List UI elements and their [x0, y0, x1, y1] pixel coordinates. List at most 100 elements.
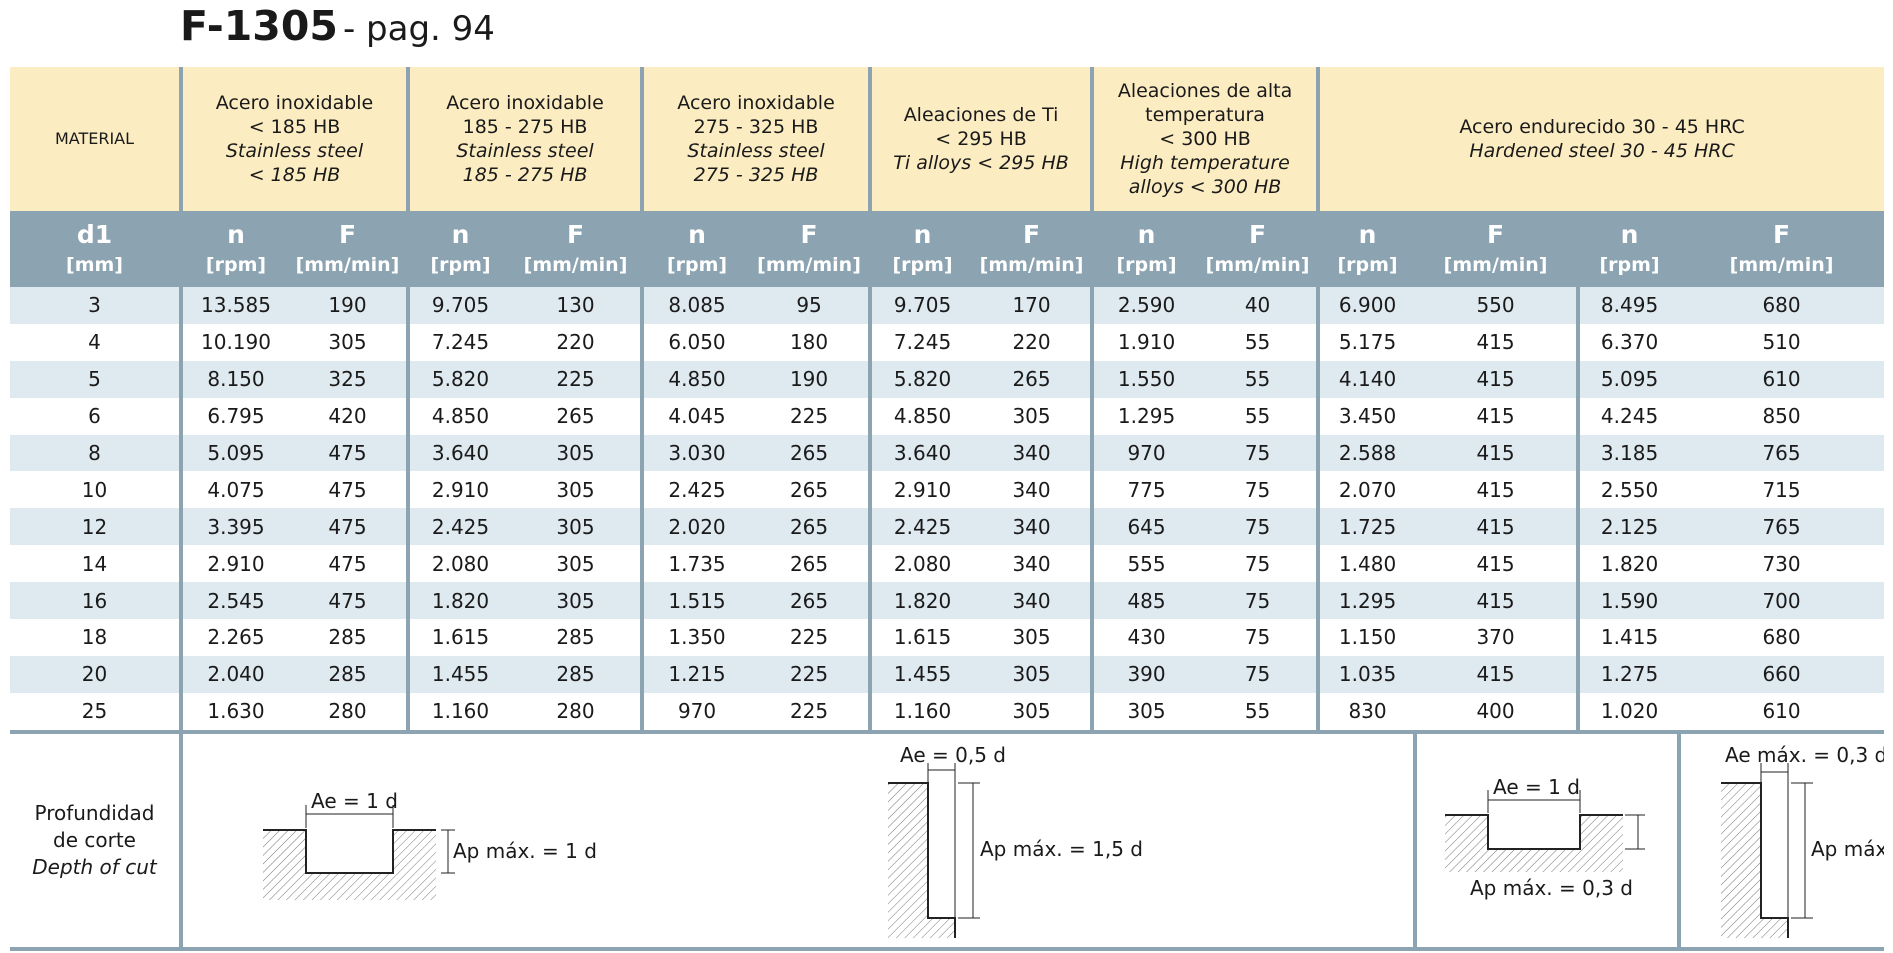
- feed-cell: 765: [1679, 434, 1885, 472]
- depth-of-cut-row: Profundidad de corte Depth of cut: [10, 729, 1885, 951]
- rpm-cell: 6.050: [640, 323, 751, 361]
- feed-cell: 715: [1762, 477, 1801, 502]
- depth-diagram-shoulder-narrow: Ae máx. = 0,3 d Ap máx. = 1 d: [1677, 729, 1885, 951]
- feed-cell: 305: [511, 434, 643, 472]
- feed-cell: 265: [973, 360, 1093, 398]
- rpm-cell: 1.295: [1316, 582, 1416, 620]
- feed-cell: 55: [1199, 360, 1319, 398]
- feed-cell: 180: [789, 330, 829, 355]
- rpm-cell: 3.640: [406, 434, 512, 472]
- material-group-2: Acero inoxidable 185 - 275 HB Stainless s…: [406, 67, 643, 211]
- rpm-cell: 8.085: [640, 287, 751, 324]
- rpm-cell: 4.075: [179, 471, 289, 509]
- feed-cell: 340: [973, 434, 1093, 472]
- n-header: n [rpm]: [1576, 211, 1680, 287]
- rpm-cell: 2.910: [179, 545, 289, 583]
- feed-cell: 415: [1476, 330, 1515, 355]
- rpm-cell: 1.295: [1090, 397, 1200, 435]
- feed-cell: 305: [1012, 699, 1051, 724]
- feed-cell: 75: [1199, 434, 1319, 472]
- feed-cell: 225: [789, 404, 829, 429]
- feed-cell: 75: [1244, 477, 1271, 502]
- feed-cell: 265: [750, 508, 871, 546]
- table-row: 6 6.795 420 4.850 265 4.045 225 4.850 305 1.295 55…: [10, 397, 1884, 435]
- feed-cell: 415: [1415, 508, 1579, 546]
- product-code: F-1305: [180, 2, 338, 50]
- rpm-cell: 1.820: [868, 582, 974, 620]
- feed-cell: 680: [1679, 287, 1885, 324]
- rpm-cell: 645: [1090, 508, 1200, 546]
- feed-cell: 55: [1244, 404, 1271, 429]
- feed-cell: 475: [328, 551, 367, 576]
- rpm-cell: 2.550: [1576, 471, 1680, 509]
- feed-cell: 220: [1012, 330, 1051, 355]
- feed-cell: 765: [1679, 508, 1885, 546]
- n-header: n [rpm]: [640, 211, 751, 287]
- rpm-cell: 2.425: [868, 508, 974, 546]
- rpm-cell: 3.185: [1576, 434, 1680, 472]
- table-row: 20 2.040 285 1.455 285 1.215 225 1.455 305 390 75 1…: [10, 655, 1885, 693]
- cutting-data-table: MATERIAL Acero inoxidable < 185 HB Stainl…: [10, 67, 1885, 951]
- feed-cell: 95: [750, 287, 871, 324]
- rpm-cell: 970: [640, 692, 751, 732]
- rpm-cell: 1.820: [1576, 545, 1680, 583]
- feed-cell: 305: [328, 330, 367, 355]
- feed-cell: 55: [1244, 330, 1271, 355]
- rpm-cell: 1.020: [1576, 692, 1680, 732]
- diameter-cell: 18: [81, 625, 108, 650]
- feed-cell: 340: [1012, 551, 1051, 576]
- feed-cell: 730: [1762, 551, 1801, 576]
- rpm-cell: 305: [1090, 692, 1200, 732]
- table-row: 8 5.095 475 3.640 305 3.030 265 3.640 340 970 75 2.…: [10, 434, 1885, 472]
- feed-cell: 285: [289, 655, 409, 693]
- rpm-cell: 2.910: [406, 471, 512, 509]
- feed-cell: 280: [556, 699, 595, 724]
- feed-cell: 285: [556, 625, 595, 650]
- rpm-cell: 7.245: [868, 323, 974, 361]
- feed-cell: 305: [511, 582, 643, 620]
- rpm-cell: 5.820: [868, 360, 974, 398]
- diameter-cell: 10: [81, 477, 108, 502]
- diameter-cell: 16: [10, 582, 181, 620]
- diameter-cell: 6: [88, 404, 101, 429]
- rpm-cell: 5.095: [1576, 360, 1680, 398]
- ap-label: Ap máx. = 1,5 d: [980, 837, 1143, 861]
- diameter-cell: 3: [10, 287, 181, 324]
- material-group-1: Acero inoxidable < 185 HB Stainless steel…: [178, 67, 409, 211]
- feed-cell: 340: [1012, 477, 1051, 502]
- feed-cell: 415: [1476, 477, 1515, 502]
- ae-label: Ae máx. = 0,3 d: [1725, 743, 1884, 767]
- rpm-cell: 430: [1090, 619, 1200, 656]
- rpm-cell: 1.415: [1576, 619, 1680, 656]
- rpm-cell: 3.395: [179, 508, 289, 546]
- rpm-cell: 1.615: [406, 619, 512, 656]
- feed-cell: 75: [1199, 582, 1319, 620]
- rpm-cell: 1.735: [640, 545, 751, 583]
- rpm-cell: 2.545: [179, 582, 289, 620]
- rpm-cell: 5.820: [406, 360, 512, 398]
- rpm-cell: 555: [1090, 545, 1200, 583]
- feed-cell: 305: [973, 655, 1093, 693]
- rpm-cell: 8.495: [1576, 287, 1680, 324]
- rpm-cell: 2.425: [406, 508, 512, 546]
- feed-cell: 340: [973, 582, 1093, 620]
- rpm-cell: 1.150: [1316, 619, 1416, 656]
- feed-cell: 225: [789, 699, 829, 724]
- feed-cell: 285: [511, 655, 643, 693]
- ap-label: Ap máx. = 1 d: [453, 839, 597, 863]
- feed-cell: 75: [1199, 508, 1319, 546]
- rpm-cell: 6.900: [1316, 287, 1416, 324]
- rpm-cell: 1.160: [868, 692, 974, 732]
- feed-cell: 75: [1244, 551, 1271, 576]
- rpm-cell: 5.175: [1316, 323, 1416, 361]
- rpm-cell: 6.795: [179, 397, 289, 435]
- rpm-cell: 1.820: [406, 582, 512, 620]
- rpm-cell: 1.515: [640, 582, 751, 620]
- rpm-cell: 2.425: [640, 471, 751, 509]
- diameter-cell: 4: [88, 330, 101, 355]
- f-header: F [mm/min]: [750, 211, 871, 287]
- units-header-row: d1 [mm] n [rpm] F [mm/min] n [rpm] F [mm/min]…: [10, 211, 1885, 287]
- page-title: F-1305 - pag. 94: [180, 2, 495, 58]
- rpm-cell: 485: [1090, 582, 1200, 620]
- depth-diagram-slot-shallow: Ae = 1 d Ap máx. = 0,3 d: [1413, 729, 1680, 951]
